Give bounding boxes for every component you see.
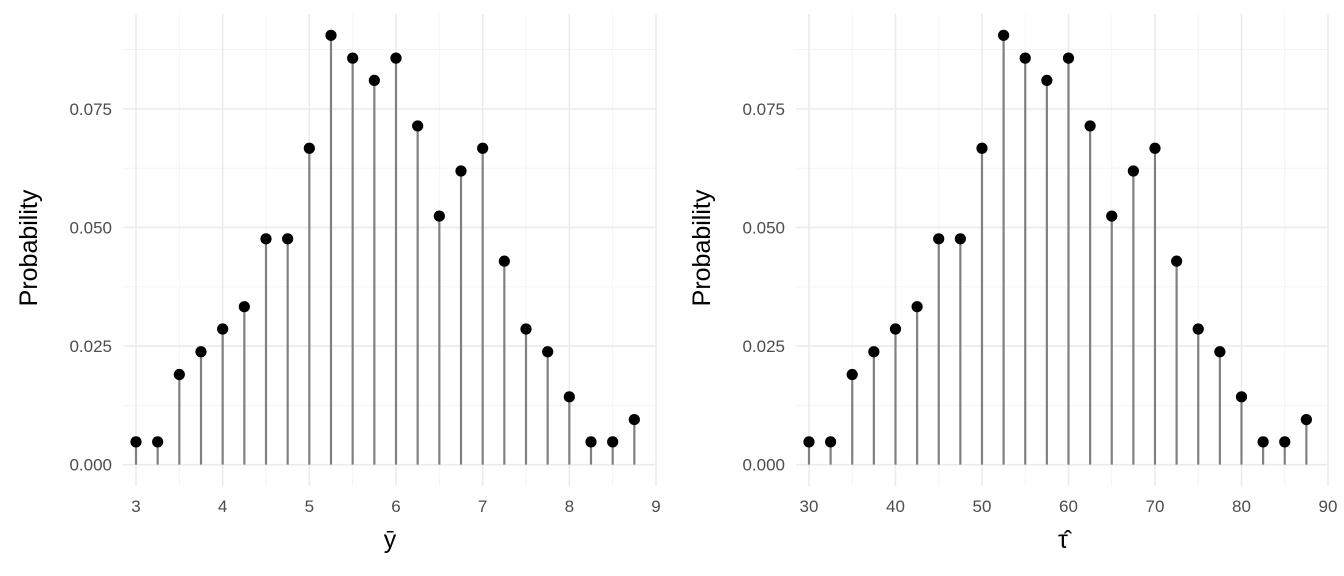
data-point: [498, 255, 510, 267]
data-point: [607, 436, 619, 448]
data-point: [1127, 165, 1139, 177]
y-tick-label: 0.000: [69, 456, 112, 475]
x-tick-label: 60: [1059, 497, 1078, 516]
data-point: [390, 52, 402, 64]
data-point: [303, 142, 315, 154]
data-point: [195, 346, 207, 358]
data-point: [325, 29, 337, 41]
data-point: [542, 346, 554, 358]
data-point: [563, 391, 575, 403]
data-point: [846, 368, 858, 381]
data-point: [954, 233, 966, 245]
x-tick-label: 9: [651, 497, 660, 516]
data-point: [347, 52, 359, 64]
x-tick-label: 30: [800, 497, 819, 516]
panel-ybar: 3 4 5 6 7 8 9 0.000 0.025 0.050 0.075 ȳ Probabilit…: [15, 14, 661, 554]
data-point: [1192, 323, 1204, 335]
data-point: [825, 436, 837, 448]
x-tick-label: 7: [478, 497, 487, 516]
data-point: [433, 210, 445, 222]
x-tick-label: 40: [886, 497, 905, 516]
data-point: [868, 346, 880, 358]
x-tick-label: 6: [391, 497, 400, 516]
data-point: [628, 413, 640, 426]
data-point: [1084, 120, 1096, 132]
x-tick-label: 70: [1146, 497, 1165, 516]
x-tick-label: 3: [131, 497, 140, 516]
data-point: [933, 233, 945, 245]
data-point: [1041, 74, 1053, 87]
x-tick-label: 8: [565, 497, 574, 516]
x-axis-title: ȳ: [384, 526, 397, 554]
data-point: [455, 165, 467, 177]
data-point: [911, 301, 923, 313]
y-axis-title: Probability: [15, 189, 43, 306]
data-point: [1106, 210, 1118, 222]
y-tick-label: 0.000: [742, 456, 785, 475]
data-point: [173, 368, 185, 381]
data-point: [260, 233, 272, 245]
data-point: [368, 74, 380, 87]
data-point: [976, 142, 988, 154]
data-point: [412, 120, 424, 132]
data-point: [1279, 436, 1291, 448]
panel-tauhat: 30 40 50 60 70 80 90 0.000 0.025 0.050 0.075 τ̂ Pr…: [688, 14, 1337, 554]
x-tick-label: 90: [1319, 497, 1338, 516]
data-point: [1235, 391, 1248, 403]
x-tick-label: 5: [305, 497, 314, 516]
y-tick-label: 0.025: [69, 337, 112, 356]
data-point: [1171, 255, 1183, 267]
data-point: [803, 436, 815, 448]
data-point: [520, 323, 532, 335]
y-tick-label: 0.050: [742, 218, 785, 237]
data-point: [282, 233, 294, 245]
data-point: [130, 436, 142, 448]
data-point: [1214, 346, 1226, 358]
data-point: [238, 301, 250, 313]
y-tick-label: 0.025: [742, 337, 785, 356]
x-tick-label: 4: [218, 497, 227, 516]
x-tick-label: 50: [973, 497, 992, 516]
y-tick-label: 0.075: [742, 100, 785, 119]
data-point: [1300, 413, 1312, 426]
data-point: [217, 323, 229, 335]
data-point: [585, 436, 597, 448]
plot-area: 3 4 5 6 7 8 9 0.000 0.025 0.050 0.075: [69, 14, 661, 516]
x-axis-title: τ̂: [1058, 526, 1073, 554]
data-point: [889, 323, 902, 335]
data-point: [998, 29, 1010, 41]
y-axis-title: Probability: [688, 189, 716, 306]
data-point: [1149, 142, 1161, 154]
plot-area: 30 40 50 60 70 80 90 0.000 0.025 0.050 0.075: [742, 14, 1337, 516]
data-point: [477, 142, 489, 154]
y-tick-label: 0.075: [69, 100, 112, 119]
data-point: [1257, 436, 1269, 448]
data-point: [152, 436, 164, 448]
data-point: [1019, 52, 1031, 64]
data-point: [1062, 52, 1075, 64]
x-tick-label: 80: [1232, 497, 1251, 516]
y-tick-label: 0.050: [69, 218, 112, 237]
